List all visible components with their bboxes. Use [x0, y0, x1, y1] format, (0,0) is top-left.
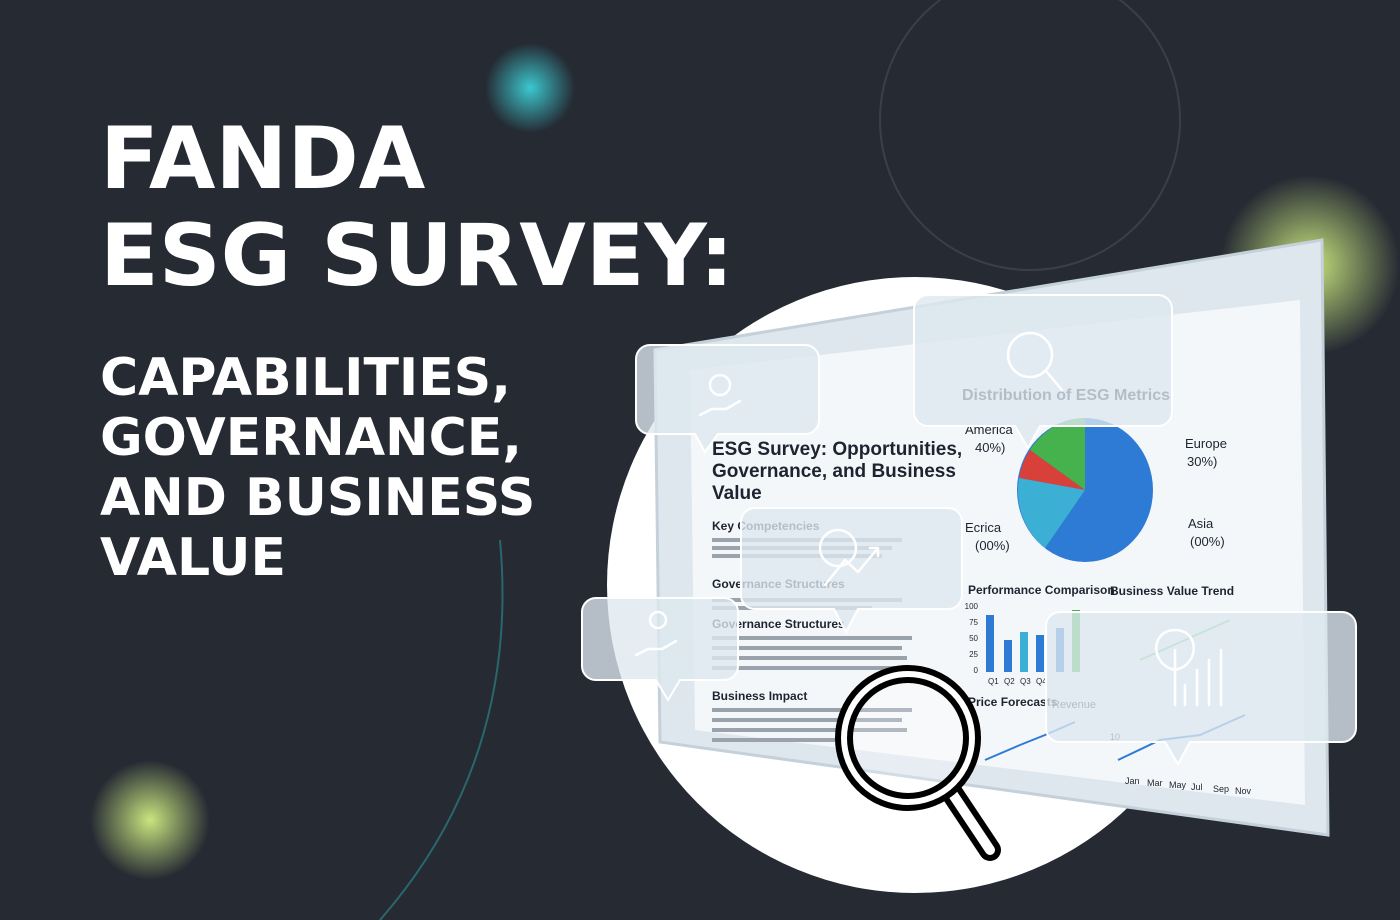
title-line: ESG SURVEY: [100, 206, 734, 306]
pie-share: (00%) [975, 538, 1010, 553]
document-title: Governance, and Business [712, 461, 956, 482]
y-tick-label: 0 [974, 666, 979, 675]
document-section: Business Impact [712, 689, 807, 703]
pie-share: 40%) [975, 440, 1005, 455]
x-tick-label: Mar [1147, 778, 1163, 788]
pie-share: (00%) [1190, 534, 1225, 549]
subtitle: CAPABILITIES,GOVERNANCE,AND BUSINESSVALU… [100, 348, 535, 588]
glow-dot [485, 43, 575, 133]
ring [879, 0, 1181, 271]
subtitle-line: VALUE [100, 528, 286, 588]
pie-label: Ecrica [965, 520, 1002, 535]
document-section: Governance Structures [712, 617, 845, 631]
arc [379, 539, 504, 920]
icons [634, 331, 1223, 707]
magnifier [835, 665, 1001, 861]
x-tick-label: Jan [1125, 776, 1140, 786]
x-tick-label: Q2 [1004, 677, 1015, 686]
y-tick-label: 25 [969, 650, 978, 659]
y-tick-label: 50 [969, 634, 978, 643]
chart-title: Performance Comparison [968, 583, 1115, 597]
subtitle-line: GOVERNANCE, [100, 408, 522, 468]
chart-title: Business Value Trend [1110, 584, 1234, 598]
y-tick-label: 100 [965, 602, 979, 611]
pie-label: Asia [1188, 516, 1214, 531]
document-title: ESG Survey: Opportunities, [712, 439, 962, 460]
x-tick-label: Q4 [1036, 677, 1047, 686]
x-tick-label: May [1169, 780, 1187, 790]
x-tick-label: Q3 [1020, 677, 1031, 686]
y-tick-label: 75 [969, 618, 978, 627]
title-line: FANDA [100, 109, 426, 209]
chart-title: Price Forecasts [968, 695, 1058, 709]
x-tick-label: Jul [1191, 782, 1203, 792]
pie-share: 30%) [1187, 454, 1217, 469]
x-tick-label: Sep [1213, 784, 1229, 794]
glow-dot [90, 760, 210, 880]
x-tick-label: Q1 [988, 677, 999, 686]
pie-label: Europe [1185, 436, 1227, 451]
x-tick-label: Nov [1235, 786, 1252, 796]
pie [1017, 418, 1153, 562]
subtitle-line: CAPABILITIES, [100, 348, 511, 408]
document-title: Value [712, 483, 762, 504]
subtitle-line: AND BUSINESS [100, 468, 535, 528]
